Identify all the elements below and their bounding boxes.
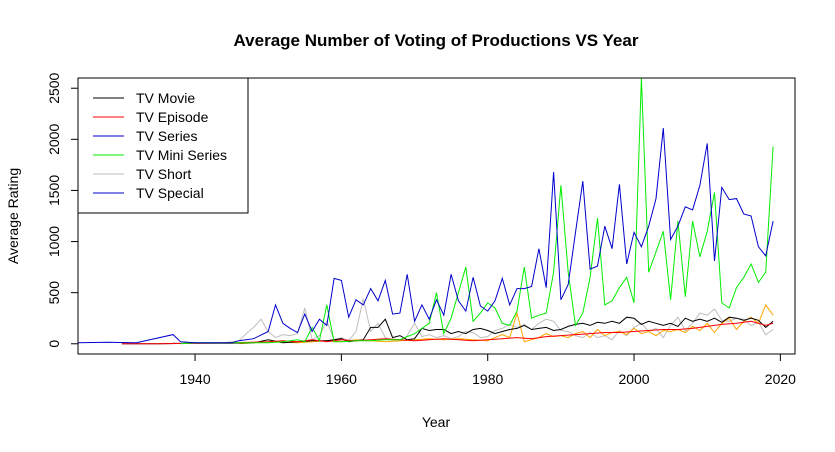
series-line-5 [77,128,774,344]
x-tick-label: 1980 [472,371,503,387]
x-axis-label: Year [422,414,451,430]
legend: TV Movie TV Episode TV Series TV Mini Serie… [77,77,249,214]
legend-label: TV Short [136,166,191,182]
y-tick-label: 1500 [46,175,62,206]
legend-label: TV Special [136,185,204,201]
series-line-0 [173,298,774,344]
legend-box [77,77,249,214]
legend-label: TV Mini Series [136,147,227,163]
y-tick-label: 500 [46,281,62,305]
y-tick-label: 2500 [46,72,62,103]
series-line-4 [180,77,774,345]
y-tick-label: 0 [46,340,62,348]
x-tick-label: 1960 [326,371,357,387]
legend-label: TV Series [136,128,197,144]
x-tick-label: 1940 [179,371,210,387]
y-tick-label: 2000 [46,124,62,155]
legend-label: TV Movie [136,90,195,106]
series-group [77,77,774,345]
legend-label: TV Episode [136,109,209,125]
series-line-1 [238,303,774,345]
x-tick-label: 2020 [765,371,796,387]
x-tick-label: 2000 [618,371,649,387]
y-axis: 0 500 1000 1500 2000 2500 [46,72,79,348]
y-tick-label: 1000 [46,226,62,257]
chart-title: Average Number of Voting of Productions … [234,31,639,50]
x-axis: 1940 1960 1980 2000 2020 [179,353,796,387]
y-axis-label: Average Rating [5,168,21,264]
